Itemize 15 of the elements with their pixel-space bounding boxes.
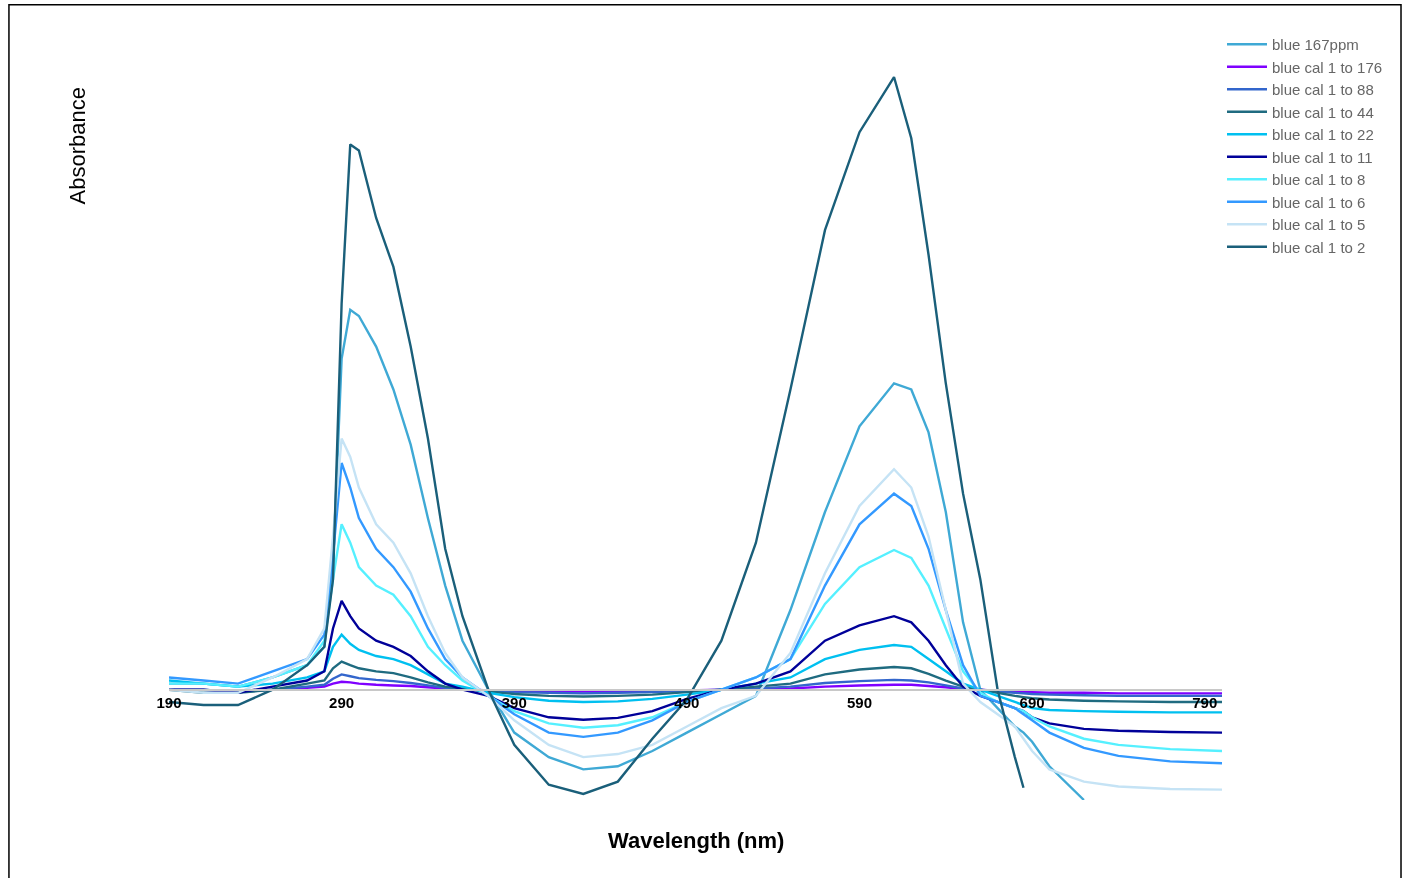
legend-label: blue cal 1 to 2 (1272, 238, 1366, 256)
x-axis-title: Wavelength (nm) (608, 828, 785, 853)
x-tick-label: 190 (156, 694, 182, 712)
x-tick-label: 590 (846, 694, 873, 712)
legend-label: blue cal 1 to 6 (1272, 193, 1366, 211)
legend-label: blue cal 1 to 44 (1272, 103, 1374, 121)
legend-label: blue cal 1 to 8 (1272, 171, 1366, 189)
legend-label: blue cal 1 to 5 (1272, 216, 1366, 234)
legend-label: blue cal 1 to 176 (1272, 58, 1383, 76)
legend-label: blue cal 1 to 22 (1272, 126, 1374, 144)
legend-label: blue cal 1 to 11 (1272, 148, 1373, 166)
y-axis-title: Absorbance (64, 87, 90, 205)
legend-label: blue 167ppm (1272, 36, 1359, 54)
legend-label: blue cal 1 to 88 (1272, 81, 1374, 99)
x-tick-label: 290 (329, 694, 355, 712)
